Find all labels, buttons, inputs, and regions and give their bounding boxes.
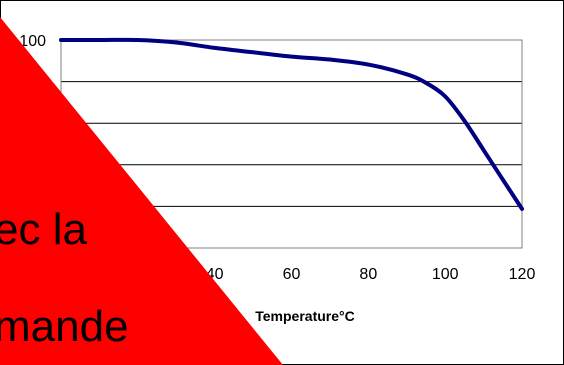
- tick-labels: 40608010012010080: [19, 33, 535, 283]
- x-tick-label-80: 80: [359, 266, 377, 283]
- x-axis-label: Temperature°C: [255, 308, 354, 324]
- x-tick-label-120: 120: [509, 266, 536, 283]
- y-tick-label-100: 100: [19, 33, 46, 50]
- overlay-text-line-1: ec la: [0, 205, 87, 254]
- x-tick-label-100: 100: [432, 266, 459, 283]
- series-line-0: [59, 37, 524, 211]
- x-tick-label-60: 60: [283, 266, 301, 283]
- overlay-text-line-2: mande: [0, 302, 129, 351]
- red-overlay-triangle: [0, 17, 283, 365]
- series-layer: [59, 37, 524, 211]
